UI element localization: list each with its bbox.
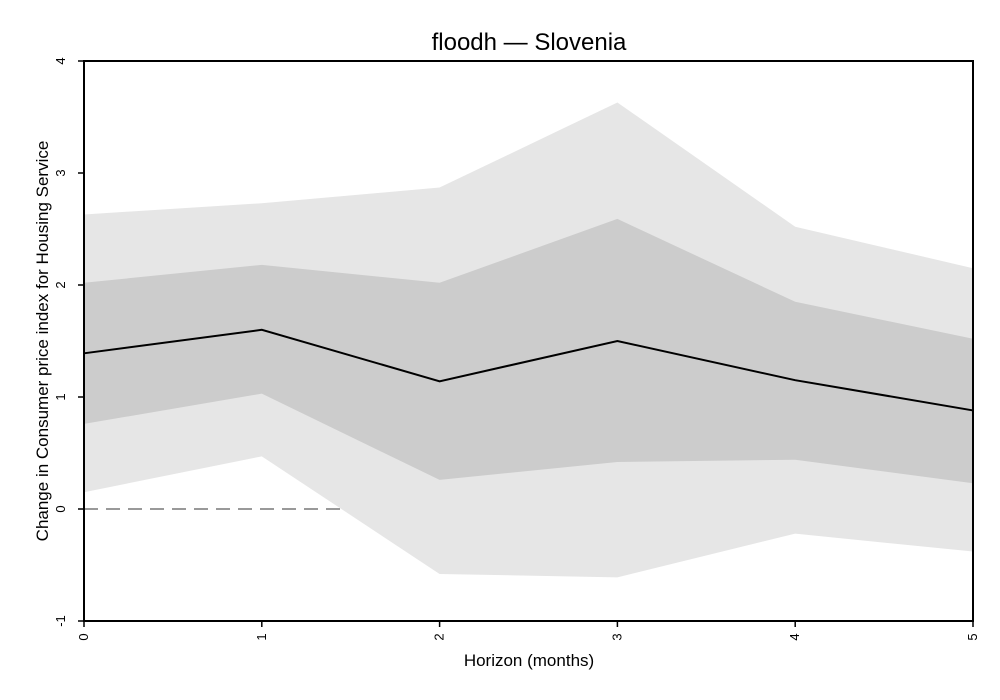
inner-interval-band: [84, 218, 973, 484]
x-axis-label: Horizon (months): [464, 651, 594, 670]
y-tick-label: 3: [53, 169, 68, 176]
x-tick-label: 3: [609, 633, 624, 640]
x-tick-label: 4: [787, 633, 802, 640]
x-tick-label: 0: [76, 633, 91, 640]
x-tick-label: 5: [965, 633, 980, 640]
confidence-bands: [84, 102, 973, 578]
x-tick-label: 1: [254, 633, 269, 640]
x-axis: 0 1 2 3 4 5: [76, 621, 980, 641]
y-axis: -1 0 1 2 3 4: [53, 57, 84, 627]
x-tick-label: 2: [432, 633, 447, 640]
y-tick-label: -1: [53, 615, 68, 627]
series-line: [83, 328, 974, 412]
y-tick-label: 1: [53, 393, 68, 400]
y-tick-label: 4: [53, 57, 68, 64]
plot-frame: [83, 60, 974, 622]
y-tick-label: 2: [53, 281, 68, 288]
y-axis-label: Change in Consumer price index for Housi…: [33, 141, 52, 542]
chart-title: floodh — Slovenia: [432, 29, 627, 56]
y-tick-label: 0: [53, 505, 68, 512]
